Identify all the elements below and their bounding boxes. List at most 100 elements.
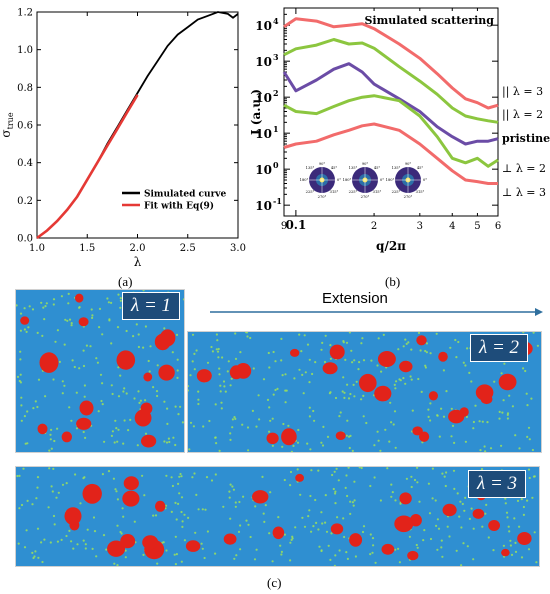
chain-bead [410,348,413,351]
chain-bead [343,391,346,394]
chain-bead [110,342,113,345]
chain-bead [296,468,299,471]
chain-bead [424,366,427,369]
plot-frame [283,7,499,217]
chain-bead [60,538,63,541]
chain-bead [60,295,64,298]
inset-angle-label: 270° [361,195,370,199]
nanoparticle-cluster [281,428,297,446]
chain-bead [75,391,78,394]
nanoparticle-cluster [472,508,485,519]
chain-bead [514,541,517,544]
chain-bead [349,392,352,396]
chain-bead [25,330,28,333]
chain-bead [301,373,304,376]
y-tick-exponent: -1 [273,196,282,206]
chain-bead [187,516,190,519]
chain-bead [214,436,217,439]
chain-bead [139,399,142,402]
chain-bead [522,505,525,509]
chain-bead [322,425,325,428]
chain-bead [452,469,456,472]
chain-bead [338,549,341,552]
chain-bead [208,419,211,423]
chain-bead [463,509,466,512]
chain-bead [239,548,242,551]
chain-bead [324,334,327,337]
chain-bead [20,396,23,399]
chain-bead [527,426,531,429]
chain-bead [349,434,352,437]
nanoparticle-cluster [438,351,448,362]
chain-bead [379,499,382,502]
chain-bead [177,413,180,416]
chain-bead [389,401,392,404]
nanoparticle-cluster [416,335,427,346]
chain-bead [224,390,227,393]
inset-angle-label: 45° [417,166,424,170]
chain-bead [398,378,401,381]
chain-bead [301,516,304,519]
chain-bead [333,470,336,473]
chain-bead [405,342,408,345]
chain-bead [526,499,529,502]
chain-bead [506,417,509,420]
chain-bead [219,390,222,393]
nanoparticle-cluster [61,431,72,443]
nanoparticle-cluster [501,548,510,557]
chain-bead [346,494,349,498]
y-tick-exponent: 1 [273,124,279,134]
chain-bead [91,316,94,319]
chain-bead [23,415,26,418]
chain-bead [31,551,34,554]
chain-bead [175,333,179,336]
inset-angle-label: 90° [362,162,369,166]
chain-bead [70,419,73,422]
chain-bead [533,531,536,534]
chain-bead [137,333,140,336]
chain-bead [229,483,232,486]
chain-bead [95,555,98,558]
chain-bead [344,486,347,489]
extension-label: Extension [322,290,388,307]
chain-bead [116,498,119,501]
chain-bead [68,406,71,409]
chain-bead [498,417,501,420]
chain-bead [362,415,365,418]
chain-bead [324,521,327,524]
chain-bead [461,502,464,506]
inset-angle-label: 90° [319,162,326,166]
chain-bead [508,530,511,533]
chain-bead [68,318,72,321]
chain-bead [310,530,313,533]
chain-bead [429,419,432,422]
chain-bead [262,378,266,381]
chain-bead [268,532,271,535]
lambda-3-label: λ = 3 [468,470,527,498]
chain-bead [500,372,503,375]
chain-bead [429,537,433,541]
chain-bead [516,499,520,502]
chain-bead [371,537,375,540]
chain-bead [346,419,349,422]
chain-bead [360,398,363,401]
chain-bead [448,535,451,538]
chain-bead [329,558,332,561]
chain-bead [202,425,205,428]
chain-bead [377,337,380,340]
chain-bead [343,535,346,539]
chain-bead [219,384,222,387]
chain-bead [142,290,145,292]
chain-bead [242,495,245,498]
x-axis-label: q/2π [376,239,406,253]
chain-bead [284,373,287,376]
chain-bead [115,490,118,493]
y-tick-label: 10 [255,19,272,33]
chain-bead [234,417,237,420]
chain-bead [300,350,303,353]
nanoparticle-cluster [475,384,494,401]
chain-bead [492,549,495,552]
chain-bead [514,434,517,437]
chain-bead [449,346,452,349]
chain-bead [112,477,115,480]
